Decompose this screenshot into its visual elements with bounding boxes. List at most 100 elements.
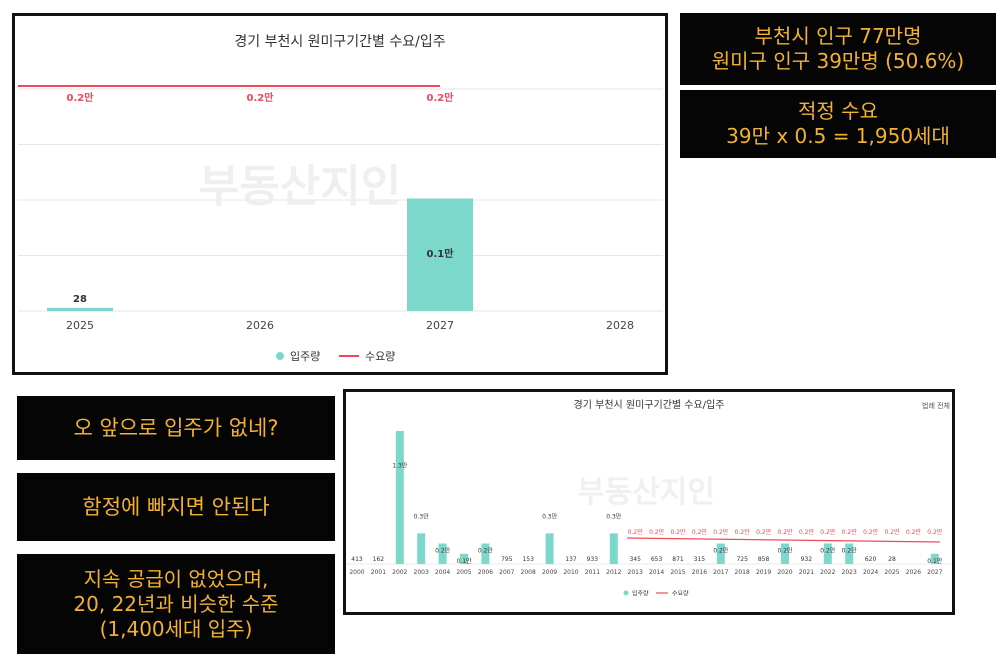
note-supply: 지속 공급이 없었으며, 20, 22년과 비슷한 수준 (1,400세대 입주… (17, 554, 335, 654)
chart-bottom-label-supply-2001: 162 (373, 556, 385, 563)
chart-bottom-label-supply-2012: 0.3만 (606, 513, 622, 521)
chart-bottom-bar-supply-2027 (930, 553, 939, 564)
chart-bottom-bar-supply-2017 (716, 543, 725, 564)
chart-top-xtick-2028: 2028 (606, 319, 634, 332)
chart-bottom-demand-line (627, 537, 940, 543)
chart-bottom-label-supply-2022: 0.2만 (820, 547, 836, 555)
chart-bottom-watermark: 부동산지인 (577, 475, 715, 510)
chart-bottom-xtick-2006: 2006 (478, 569, 493, 576)
chart-panel-bottom: 경기 부천시 원미구기간별 수요/입주 법례 전체 부동산지인 413 162 1.3만 0… (343, 389, 955, 615)
chart-bottom-xtick-2021: 2021 (799, 569, 814, 576)
chart-bottom-xtick-2001: 2001 (371, 569, 386, 576)
chart-bottom-bar-supply-2002 (395, 431, 404, 564)
chart-bottom-xtick-2003: 2003 (414, 569, 429, 576)
chart-bottom-label-supply-2008: 153 (522, 556, 534, 563)
legend-bottom-supply-marker (623, 590, 629, 596)
chart-bottom-xtick-2000: 2000 (349, 569, 364, 576)
chart-top-label-demand-2026: 0.2만 (247, 91, 275, 104)
chart-bottom-label-supply-2018: 725 (736, 556, 748, 563)
legend-supply-label: 입주량 (290, 350, 320, 363)
chart-bottom-bar-supply-2012 (609, 533, 618, 564)
chart-bottom-label-demand-2021: 0.2만 (799, 528, 815, 536)
chart-bottom-legend: 입주량 수요량 (623, 590, 689, 598)
legend-bottom-supply-label: 입주량 (632, 590, 649, 598)
chart-bottom-bar-supply-2003 (417, 533, 426, 564)
note-question: 오 앞으로 입주가 없네? (17, 396, 335, 460)
chart-bottom-label-supply-2003: 0.3만 (414, 513, 430, 521)
chart-bottom-bar-supply-2005 (460, 553, 468, 564)
chart-bottom-label-supply-2009: 0.3만 (542, 513, 558, 521)
chart-bottom-label-demand-2018: 0.2만 (735, 528, 751, 536)
chart-bottom-label-supply-2007: 795 (501, 556, 513, 563)
chart-bottom-xtick-2026: 2026 (906, 569, 921, 576)
chart-bottom-label-supply-2006: 0.2만 (478, 547, 494, 555)
chart-bottom-label-supply-2024: 620 (865, 556, 877, 563)
chart-bottom-bar-supply-2023 (845, 543, 854, 564)
note-supply-line1: 지속 공급이 없었으며, (83, 566, 269, 591)
chart-bottom-xtick-2016: 2016 (692, 569, 707, 576)
chart-bottom-label-supply-2013: 345 (629, 556, 641, 563)
chart-bottom-label-supply-2027: 0.1만 (927, 557, 943, 565)
chart-bottom-label-demand-2026: 0.2만 (906, 528, 922, 536)
chart-bottom-xtick-2002: 2002 (392, 569, 407, 576)
legend-bottom-demand-label: 수요량 (672, 591, 689, 598)
note-trap: 함정에 빠지면 안된다 (17, 473, 335, 541)
chart-bottom-label-supply-2015: 871 (672, 556, 684, 563)
chart-bottom-corner-text: 법례 전체 (922, 401, 950, 410)
chart-bottom-label-demand-2022: 0.2만 (820, 528, 836, 536)
chart-top-xtick-2025: 2025 (66, 319, 94, 332)
chart-bottom-bar-supply-2009 (545, 533, 554, 564)
legend-demand-label: 수요량 (365, 350, 395, 363)
chart-bottom-xtick-2012: 2012 (606, 569, 621, 576)
chart-bottom-label-supply-2016: 315 (694, 556, 706, 563)
chart-bottom-label-supply-2021: 932 (801, 556, 813, 563)
chart-bottom-label-demand-2019: 0.2만 (756, 528, 772, 536)
chart-bottom-label-demand-2024: 0.2만 (863, 528, 879, 536)
chart-bottom-label-demand-2027: 0.2만 (927, 528, 943, 536)
chart-bottom-label-demand-2014: 0.2만 (649, 528, 665, 536)
chart-bottom-xtick-2018: 2018 (735, 569, 750, 576)
chart-bottom-label-supply-2025: 28 (888, 556, 896, 563)
chart-bottom-xtick-2027: 2027 (927, 569, 942, 576)
chart-bottom-label-demand-2016: 0.2만 (692, 528, 708, 536)
note-supply-line3: (1,400세대 입주) (99, 616, 253, 641)
chart-bottom-label-demand-2023: 0.2만 (842, 528, 858, 536)
chart-bottom-label-demand-2015: 0.2만 (670, 528, 686, 536)
chart-bottom-xtick-2011: 2011 (585, 569, 600, 576)
chart-bottom-label-supply-2011: 933 (587, 556, 599, 563)
chart-top-label-demand-2025: 0.2만 (67, 91, 95, 104)
chart-bottom-label-demand-2013: 0.2만 (628, 528, 644, 536)
chart-bottom-label-supply-2014: 653 (651, 556, 663, 563)
chart-bottom-label-demand-2020: 0.2만 (777, 528, 793, 536)
chart-bottom-bar-supply-2006 (481, 543, 490, 564)
chart-bottom-bar-supply-2022 (823, 543, 832, 564)
chart-bottom-xtick-2007: 2007 (499, 569, 514, 576)
chart-top-label-supply-2027: 0.1만 (427, 247, 455, 260)
chart-bottom-xtick-2024: 2024 (863, 569, 878, 576)
note-demand-line2: 39만 x 0.5 = 1,950세대 (726, 124, 950, 148)
note-demand: 적정 수요 39만 x 0.5 = 1,950세대 (680, 90, 996, 158)
note-demand-line1: 적정 수요 (798, 99, 878, 123)
chart-bottom-xtick-2025: 2025 (884, 569, 899, 576)
chart-bottom-xtick-2010: 2010 (563, 569, 578, 576)
chart-bottom-xtick-2023: 2023 (842, 569, 857, 576)
chart-top-watermark: 부동산지인 (199, 161, 401, 212)
chart-bottom-label-supply-2005: 0.1만 (456, 557, 472, 565)
chart-top-bar-supply-2027 (407, 198, 473, 311)
chart-bottom-label-demand-2017: 0.2만 (713, 528, 729, 536)
chart-bottom-xtick-2022: 2022 (820, 569, 835, 576)
note-population: 부천시 인구 77만명 원미구 인구 39만명 (50.6%) (680, 13, 996, 85)
chart-bottom-xtick-2004: 2004 (435, 569, 450, 576)
chart-top-label-demand-2027: 0.2만 (427, 91, 455, 104)
chart-panel-top: 경기 부천시 원미구기간별 수요/입주 부동산지인 28 0.1만 0.2만 0.2만 0.… (12, 13, 668, 375)
chart-bottom-bar-supply-2004 (438, 543, 447, 564)
chart-bottom-xtick-2008: 2008 (521, 569, 536, 576)
chart-bottom-label-supply-2004: 0.2만 (435, 547, 451, 555)
chart-bottom-label-supply-2023: 0.2만 (842, 547, 858, 555)
chart-bottom-label-supply-2000: 413 (351, 556, 363, 563)
chart-top-xtick-2026: 2026 (246, 319, 274, 332)
chart-bottom-xtick-2014: 2014 (649, 569, 664, 576)
chart-top-title: 경기 부천시 원미구기간별 수요/입주 (234, 34, 445, 50)
